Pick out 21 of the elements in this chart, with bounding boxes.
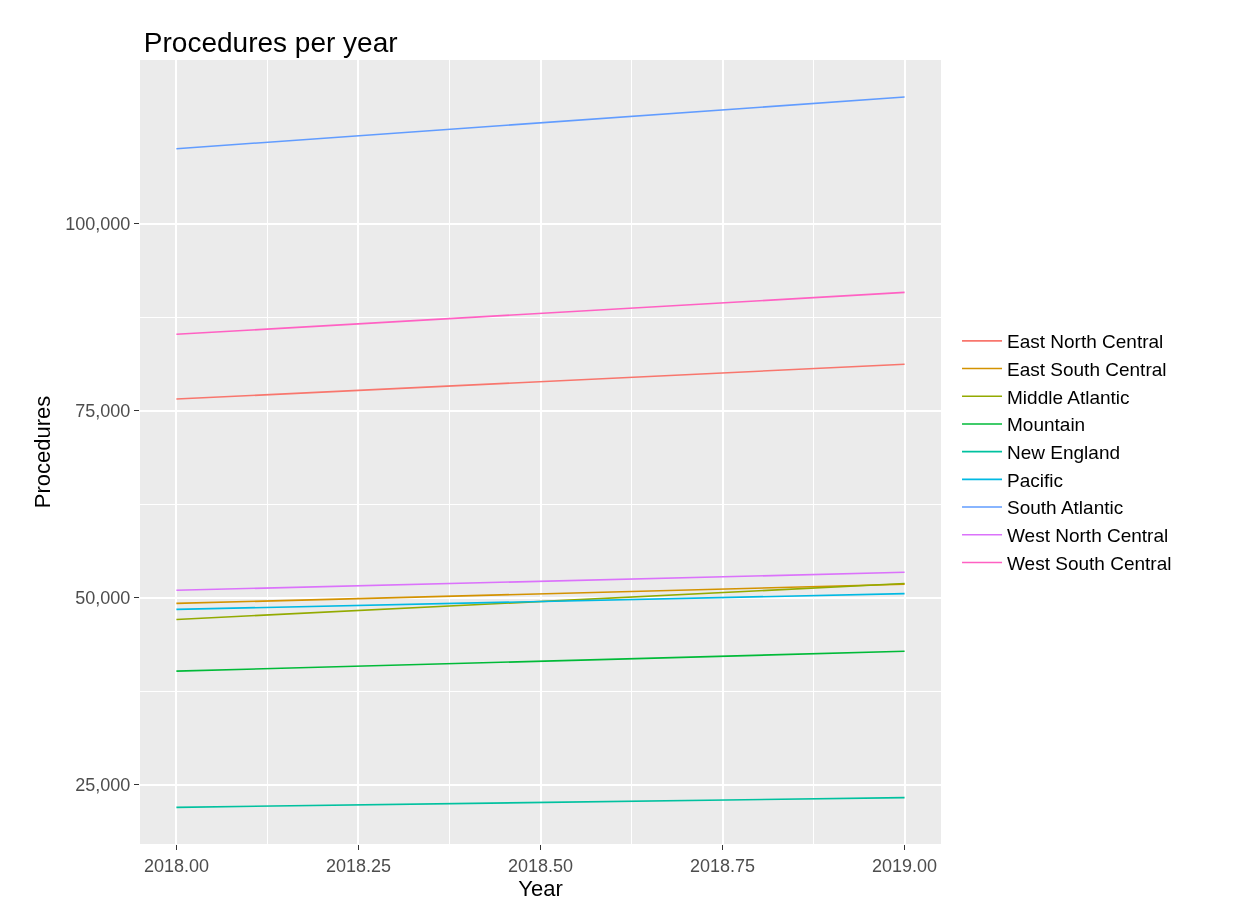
x-tick-label: 2019.00 [872,855,938,876]
legend-label: Mountain [1007,414,1086,436]
legend-label: South Atlantic [1007,497,1124,519]
legend-label: Middle Atlantic [1007,386,1130,408]
y-tick-label: 50,000 [75,588,131,609]
legend-label: West South Central [1007,552,1172,574]
legend-label: Pacific [1007,469,1063,491]
chart-title: Procedures per year [143,26,398,58]
legend-label: East South Central [1007,358,1167,380]
x-axis-title: Year [518,876,563,902]
x-tick-label: 2018.25 [325,855,391,876]
y-tick-label: 100,000 [65,213,131,234]
y-axis-title: Procedures [30,395,56,509]
x-tick-label: 2018.00 [143,855,209,876]
x-tick-label: 2018.50 [507,855,574,876]
legend-label: East North Central [1007,331,1164,353]
legend-label: West North Central [1007,525,1169,547]
x-tick-label: 2018.75 [690,855,756,876]
legend-label: New England [1007,442,1121,464]
y-tick-label: 75,000 [75,400,131,421]
y-tick-label: 25,000 [75,775,131,796]
